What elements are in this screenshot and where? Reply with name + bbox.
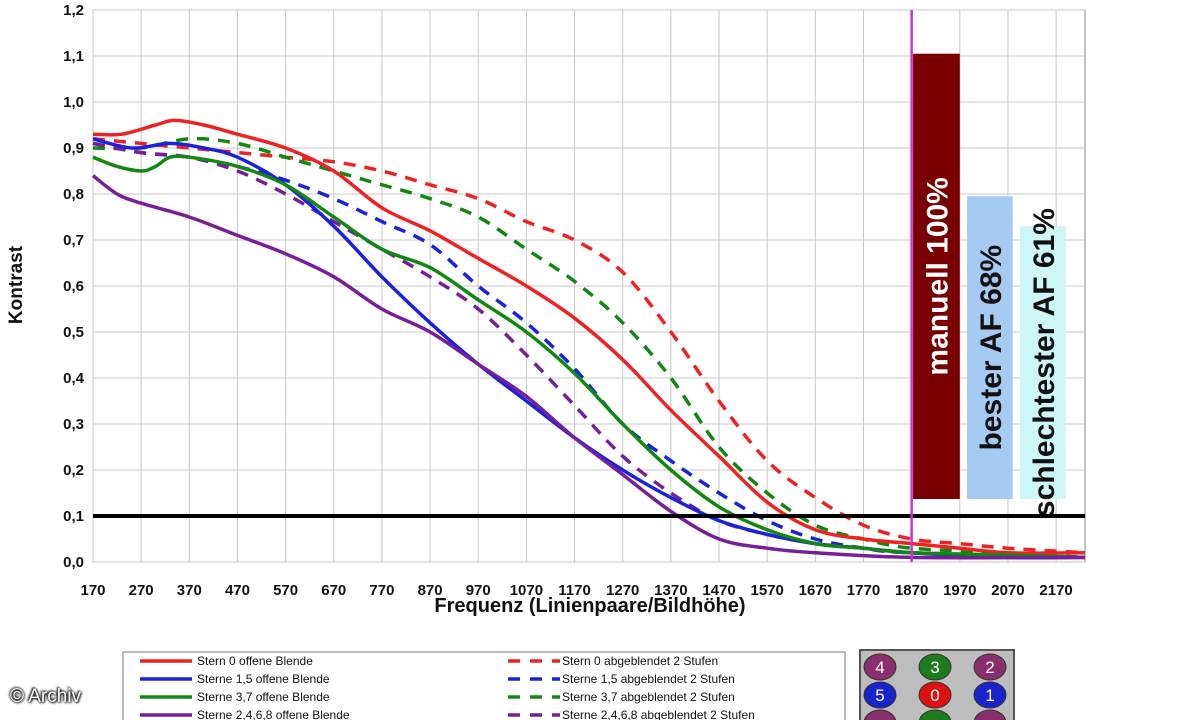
af-bar xyxy=(967,196,1013,500)
star-badge xyxy=(918,681,952,709)
x-tick-label: 370 xyxy=(177,582,202,599)
star-badge xyxy=(973,681,1007,709)
x-tick-label: 970 xyxy=(466,582,491,599)
legend-label: Sterne 2,4,6,8 abgeblendet 2 Stufen xyxy=(562,708,755,720)
x-tick-label: 1570 xyxy=(750,582,783,599)
y-tick-label: 0,5 xyxy=(63,324,84,341)
x-tick-label: 570 xyxy=(273,582,298,599)
y-tick-label: 1,0 xyxy=(63,94,84,111)
y-tick-label: 0,7 xyxy=(63,232,84,249)
y-tick-label: 0,6 xyxy=(63,278,84,295)
af-bar-label: schlechtester AF 61% xyxy=(1028,208,1061,517)
legend-label: Sterne 3,7 abgeblendet 2 Stufen xyxy=(562,690,735,704)
legend-label: Sterne 3,7 offene Blende xyxy=(197,690,330,704)
x-tick-label: 770 xyxy=(369,582,394,599)
legend-label: Sterne 1,5 abgeblendet 2 Stufen xyxy=(562,672,735,686)
star-badge-label: 5 xyxy=(875,686,884,705)
star-badge-label: 3 xyxy=(930,658,939,677)
x-tick-label: 170 xyxy=(80,582,105,599)
series-line xyxy=(91,174,1086,560)
star-badge xyxy=(863,653,897,681)
af-bars: manuell 100% bester AF 68% schlechtester A… xyxy=(913,53,1066,517)
x-tick-label: 870 xyxy=(418,582,443,599)
star-badge-label: 1 xyxy=(985,686,994,705)
star-position-map: 4 3 2 5 0 1 xyxy=(859,649,1015,720)
x-tick-label: 2070 xyxy=(991,582,1024,599)
x-tick-label: 1970 xyxy=(943,582,976,599)
reference-lines xyxy=(93,10,1085,562)
legend-box xyxy=(122,651,846,720)
y-tick-label: 0,8 xyxy=(63,186,84,203)
series-line xyxy=(92,154,1086,560)
x-tick-label: 1070 xyxy=(510,582,543,599)
star-badge xyxy=(973,709,1007,720)
x-tick-label: 470 xyxy=(225,582,250,599)
tick-labels: 170 270 370 470 570 670 770 870 970 1070 1170 1270 1… xyxy=(63,2,1073,599)
x-tick-label: 1270 xyxy=(606,582,639,599)
star-badge xyxy=(863,681,897,709)
x-tick-label: 1170 xyxy=(558,582,591,599)
y-tick-label: 0,2 xyxy=(63,462,84,479)
x-tick-label: 270 xyxy=(129,582,154,599)
star-badge xyxy=(918,709,952,720)
af-bar xyxy=(913,53,960,499)
legend-label: Stern 0 offene Blende xyxy=(197,654,313,668)
af-bar-label: bester AF 68% xyxy=(975,245,1008,451)
star-badge xyxy=(973,653,1007,681)
y-tick-label: 0,9 xyxy=(63,140,84,157)
x-tick-label: 1870 xyxy=(895,582,928,599)
legend-label: Sterne 1,5 offene Blende xyxy=(197,672,330,686)
star-badge-label: 0 xyxy=(930,686,939,705)
y-tick-label: 0,1 xyxy=(63,508,84,525)
series-line xyxy=(92,137,1086,555)
star-badge-label: 2 xyxy=(985,658,994,677)
y-axis-title: Kontrast xyxy=(6,245,27,324)
y-tick-label: 1,1 xyxy=(63,48,84,65)
x-tick-label: 1770 xyxy=(847,582,880,599)
series-lines xyxy=(91,118,1086,560)
x-tick-label: 2170 xyxy=(1039,582,1072,599)
x-tick-label: 1370 xyxy=(654,582,687,599)
star-badge-label: 4 xyxy=(875,658,884,677)
y-tick-label: 0,3 xyxy=(63,416,84,433)
x-tick-label: 1670 xyxy=(799,582,832,599)
y-tick-label: 0,0 xyxy=(63,554,84,571)
star-badge xyxy=(863,709,897,720)
copyright-watermark: © Archiv xyxy=(10,686,82,707)
legend-label: Stern 0 abgeblendet 2 Stufen xyxy=(562,654,718,668)
legend: Stern 0 offene Blende Sterne 1,5 offene B… xyxy=(122,651,846,720)
x-axis-title: Frequenz (Linienpaare/Bildhöhe) xyxy=(434,595,745,617)
star-badge xyxy=(918,653,952,681)
y-tick-label: 0,4 xyxy=(63,370,85,387)
y-tick-label: 1,2 xyxy=(63,2,84,19)
af-bar-label: manuell 100% xyxy=(921,177,954,375)
af-bar xyxy=(1019,226,1066,499)
x-tick-label: 1470 xyxy=(702,582,735,599)
legend-label: Sterne 2,4,6,8 offene Blende xyxy=(197,708,350,720)
x-tick-label: 670 xyxy=(321,582,346,599)
series-line xyxy=(92,118,1086,555)
